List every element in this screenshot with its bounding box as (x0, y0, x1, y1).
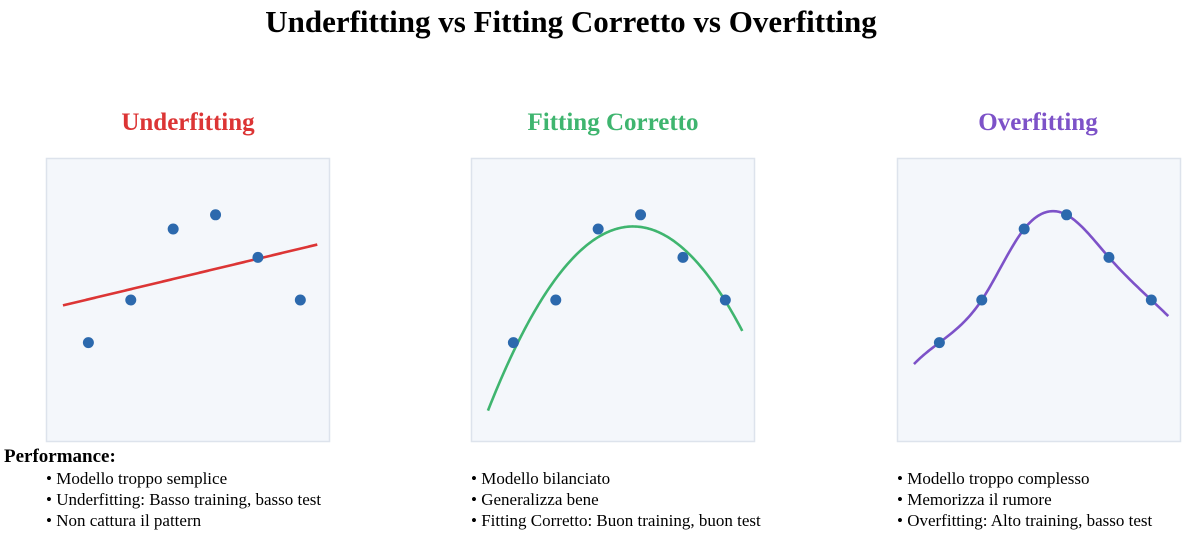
bullet-list-underfitting: • Modello troppo semplice • Underfitting:… (46, 468, 321, 531)
data-point (167, 223, 179, 235)
data-point (1018, 223, 1030, 235)
panel-title-underfitting: Underfitting (121, 109, 255, 136)
panel-title-overfitting: Overfitting (978, 109, 1098, 136)
bullet-item: • Underfitting: Basso training, basso te… (46, 490, 322, 509)
bullet-item: • Modello bilanciato (471, 469, 611, 488)
bullet-item: • Generalizza bene (471, 490, 599, 509)
data-point (125, 294, 137, 306)
plot-overfitting (896, 157, 1182, 443)
data-point (550, 294, 562, 306)
plot-underfitting (45, 157, 331, 443)
data-point (294, 294, 306, 306)
plot-fitting-corretto (470, 157, 756, 443)
data-point (210, 209, 222, 221)
bullet-item: • Memorizza il rumore (897, 490, 1052, 509)
performance-heading: Performance: (4, 446, 116, 467)
data-point (677, 251, 689, 263)
data-point (719, 294, 731, 306)
main-title: Underfitting vs Fitting Corretto vs Over… (265, 4, 877, 39)
bullet-item: • Non cattura il pattern (46, 511, 202, 530)
data-point (507, 337, 519, 349)
data-point (1145, 294, 1157, 306)
bullet-item: • Modello troppo complesso (897, 469, 1090, 488)
data-point (933, 337, 945, 349)
plot-background (45, 157, 331, 443)
bullet-item: • Modello troppo semplice (46, 469, 228, 488)
plot-background (896, 157, 1182, 443)
fit-curve-spline (913, 209, 1170, 366)
bullet-item: • Fitting Corretto: Buon training, buon … (471, 511, 761, 530)
data-point (592, 223, 604, 235)
data-point (252, 251, 264, 263)
data-point (1103, 251, 1115, 263)
data-point (976, 294, 988, 306)
data-point (635, 209, 647, 221)
data-point (1061, 209, 1073, 221)
panel-title-fitting-corretto: Fitting Corretto (527, 109, 699, 136)
bullet-list-fitting-corretto: • Modello bilanciato • Generalizza bene • … (471, 468, 761, 531)
plot-background (470, 157, 756, 443)
fit-curve-quadratic (486, 225, 744, 412)
fit-line-linear (62, 243, 318, 307)
bullet-list-overfitting: • Modello troppo complesso • Memorizza il… (897, 468, 1152, 531)
data-point (82, 337, 94, 349)
bullet-item: • Overfitting: Alto training, basso test (897, 511, 1153, 530)
